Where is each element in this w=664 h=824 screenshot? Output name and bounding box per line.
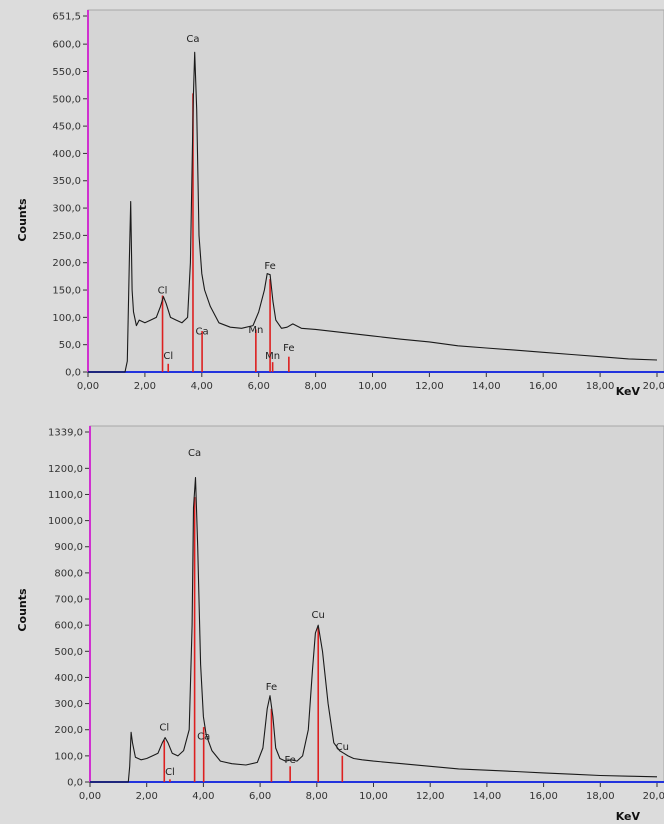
y-tick-label: 900,0	[54, 542, 83, 553]
x-tick-label: 4,00	[191, 381, 213, 392]
y-tick-label: 651,5	[52, 12, 81, 23]
x-tick-label: 8,00	[304, 381, 326, 392]
x-tick-label: 6,00	[248, 381, 270, 392]
peak-label: Fe	[283, 343, 294, 354]
x-tick-label: 2,00	[134, 381, 156, 392]
peak-label: Mn	[248, 325, 263, 336]
y-tick-label: 500,0	[52, 94, 81, 105]
y-tick-label: 300,0	[54, 699, 83, 710]
peak-label: Cl	[158, 285, 168, 296]
x-tick-label: 14,00	[473, 791, 502, 802]
spectrum-panel-bottom: 0,0 100,0 200,0 300,0 400,0 500,0 600,0 700,0 80…	[16, 425, 664, 823]
y-tick-label: 100,0	[54, 751, 83, 762]
y-tick-label: 200,0	[52, 258, 81, 269]
x-tick-label: 2,00	[136, 791, 158, 802]
y-tick-label: 1100,0	[48, 490, 83, 501]
y-tick-label: 800,0	[54, 568, 83, 579]
x-axis-title: KeV	[616, 810, 641, 823]
peak-label: Cu	[312, 610, 325, 621]
peak-label: Cu	[336, 742, 349, 753]
x-tick-label: 10,00	[358, 381, 387, 392]
x-tick-label: 16,00	[529, 381, 558, 392]
peak-label: Ca	[186, 34, 199, 45]
y-tick-label: 400,0	[54, 673, 83, 684]
x-tick-label: 20,00	[643, 791, 664, 802]
y-tick-label: 100,0	[52, 313, 81, 324]
x-tick-label: 8,00	[306, 791, 328, 802]
x-tick-label: 18,00	[586, 381, 615, 392]
spectrum-line	[88, 51, 658, 373]
x-tick-label: 6,00	[249, 791, 271, 802]
peak-label: Mn	[265, 351, 280, 362]
x-tick-label: 4,00	[192, 791, 214, 802]
peak-label: Fe	[264, 261, 275, 272]
y-axis-title: Counts	[16, 198, 29, 242]
y-tick-label: 200,0	[54, 725, 83, 736]
y-tick-label: 50,0	[59, 340, 81, 351]
y-tick-label: 1200,0	[48, 464, 83, 475]
x-tick-label: 0,00	[79, 791, 101, 802]
y-tick-label: 1000,0	[48, 516, 83, 527]
y-tick-label: 700,0	[54, 595, 83, 606]
x-tick-label: 20,00	[643, 381, 664, 392]
y-axis-title: Counts	[16, 588, 29, 632]
y-tick-label: 250,0	[52, 231, 81, 242]
plot-area	[89, 425, 664, 783]
x-tick-label: 16,00	[529, 791, 558, 802]
x-tick-label: 12,00	[416, 791, 445, 802]
x-tick-label: 10,00	[359, 791, 388, 802]
y-tick-label: 600,0	[52, 40, 81, 51]
y-tick-label: 400,0	[52, 149, 81, 160]
plot-area	[87, 9, 664, 373]
spectrum-line	[90, 476, 658, 783]
x-tick-label: 14,00	[472, 381, 501, 392]
y-tick-label: 0,0	[65, 368, 81, 379]
y-tick-label: 1339,0	[48, 428, 83, 439]
peak-label: Cl	[165, 767, 175, 778]
peak-label: Ca	[197, 731, 210, 742]
x-tick-label: 12,00	[415, 381, 444, 392]
y-tick-label: 600,0	[54, 621, 83, 632]
peak-label: Cl	[159, 722, 169, 733]
y-tick-label: 500,0	[54, 647, 83, 658]
peak-label: Fe	[284, 755, 295, 766]
x-tick-label: 18,00	[586, 791, 615, 802]
peak-label: Fe	[266, 682, 277, 693]
x-tick-label: 0,00	[77, 381, 99, 392]
y-tick-label: 450,0	[52, 122, 81, 133]
y-tick-label: 300,0	[52, 204, 81, 215]
peak-label: Cl	[163, 351, 173, 362]
y-tick-label: 0,0	[67, 778, 83, 789]
x-axis-title: KeV	[616, 385, 641, 398]
peak-label: Ca	[196, 326, 209, 337]
peak-label: Ca	[188, 448, 201, 459]
y-tick-label: 550,0	[52, 67, 81, 78]
y-tick-label: 150,0	[52, 286, 81, 297]
spectrum-panel-top: 0,0 50,0 100,0 150,0 200,0 250,0 300,0 350,0 400…	[16, 9, 664, 398]
y-tick-label: 350,0	[52, 176, 81, 187]
